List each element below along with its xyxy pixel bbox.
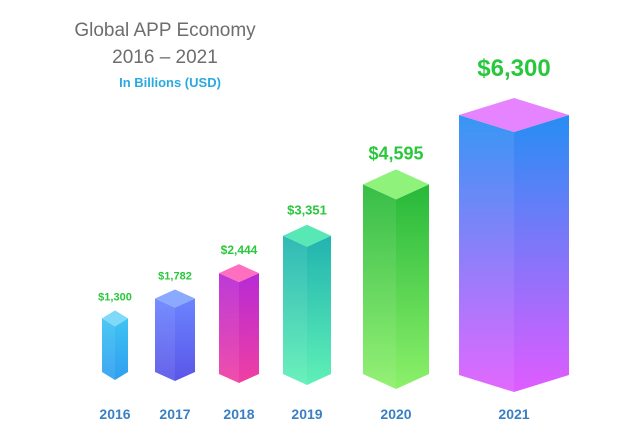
bar-left-face-2016 bbox=[102, 318, 115, 380]
bar-top-face-2018 bbox=[219, 264, 259, 283]
year-label-2019: 2019 bbox=[291, 406, 322, 422]
bar-left-face-2018 bbox=[219, 273, 239, 383]
year-label-2020: 2020 bbox=[380, 406, 411, 422]
value-label-2021: $6,300 bbox=[477, 55, 550, 82]
bar-2018 bbox=[219, 273, 259, 383]
chart-unit-label: In Billions (USD) bbox=[119, 75, 221, 90]
bar-left-face-2019 bbox=[283, 235, 307, 385]
bar-top-face-2020 bbox=[363, 169, 429, 200]
year-label-2017: 2017 bbox=[159, 406, 190, 422]
bar-top-face-2021 bbox=[459, 98, 569, 132]
value-label-2020: $4,595 bbox=[368, 143, 423, 163]
value-label-2018: $2,444 bbox=[221, 243, 258, 257]
value-label-2017: $1,782 bbox=[158, 270, 192, 282]
bar-2017 bbox=[155, 298, 195, 381]
year-label-2021: 2021 bbox=[498, 406, 529, 422]
bar-2020 bbox=[363, 184, 429, 389]
bar-top-face-2016 bbox=[102, 310, 128, 327]
chart-subtitle-years: 2016 – 2021 bbox=[112, 47, 218, 68]
bar-left-face-2017 bbox=[155, 298, 175, 381]
chart-title: Global APP Economy bbox=[74, 20, 256, 41]
bar-top-face-2019 bbox=[283, 224, 331, 247]
value-label-2019: $3,351 bbox=[287, 203, 327, 218]
year-label-2016: 2016 bbox=[99, 406, 130, 422]
labels-layer: $1,300 2016 $1,782 2017 $2,444 2018 $3,351 2019… bbox=[98, 55, 551, 422]
bar-2021 bbox=[459, 115, 569, 392]
year-label-2018: 2018 bbox=[223, 406, 254, 422]
bar-top-face-2017 bbox=[155, 289, 195, 308]
bar-2016 bbox=[102, 318, 128, 380]
bars-layer bbox=[102, 98, 569, 392]
bar-left-face-2021 bbox=[459, 115, 514, 392]
bar-left-face-2020 bbox=[363, 184, 396, 389]
value-label-2016: $1,300 bbox=[98, 291, 132, 303]
bar-2019 bbox=[283, 235, 331, 385]
